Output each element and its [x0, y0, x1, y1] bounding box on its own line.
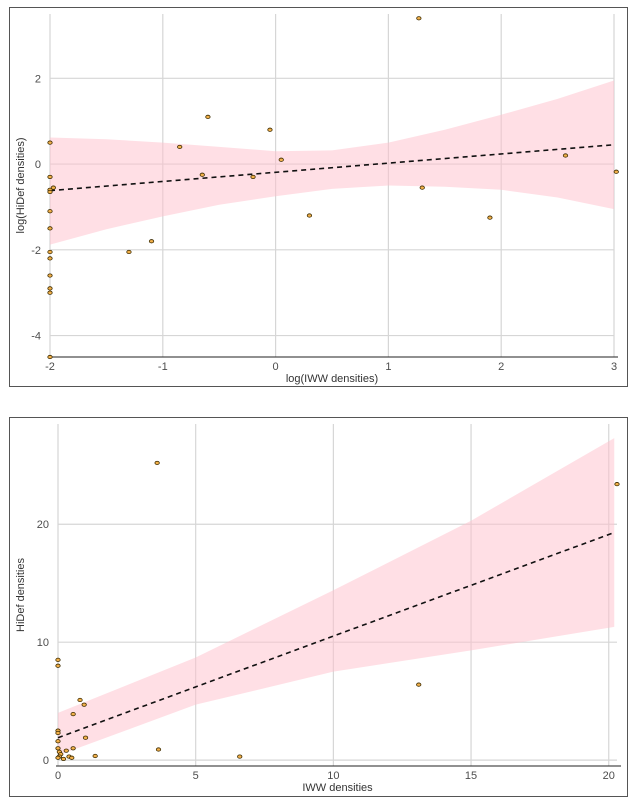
data-point	[47, 354, 53, 360]
data-point	[47, 189, 53, 195]
y-tick-label: 20	[37, 519, 49, 531]
data-point	[148, 239, 155, 244]
data-point	[205, 114, 211, 120]
y-tick-label: 0	[35, 159, 41, 171]
data-point	[250, 174, 256, 180]
x-axis-label: IWW densities	[302, 782, 373, 794]
data-point	[55, 657, 61, 662]
data-point	[199, 172, 205, 177]
x-tick-label: 10	[327, 770, 339, 782]
data-point	[177, 144, 183, 150]
x-tick-label: 0	[273, 361, 279, 373]
x-tick-label: 1	[385, 361, 391, 373]
data-point	[487, 215, 493, 220]
data-point	[278, 157, 284, 162]
data-point	[55, 730, 61, 736]
data-point	[614, 482, 620, 487]
data-point	[47, 256, 53, 261]
data-point	[70, 746, 76, 751]
confidence-band	[50, 80, 614, 245]
x-axis-label: log(IWW densities)	[286, 373, 378, 385]
data-point	[47, 249, 53, 255]
data-point	[613, 169, 619, 174]
data-point	[55, 746, 61, 751]
data-point	[237, 754, 243, 759]
data-point	[562, 153, 569, 158]
data-point	[50, 185, 56, 190]
data-point	[47, 209, 53, 214]
x-tick-label: -1	[158, 361, 168, 373]
data-point	[47, 290, 53, 295]
data-point	[47, 174, 53, 180]
x-tick-label: 2	[498, 361, 504, 373]
data-point	[69, 755, 75, 760]
data-point	[419, 185, 425, 190]
data-point	[416, 682, 422, 687]
y-tick-label: -2	[31, 245, 41, 257]
data-point	[47, 273, 53, 278]
data-point	[267, 127, 273, 132]
data-point	[82, 735, 89, 740]
x-tick-label: 5	[193, 770, 199, 782]
x-tick-label: 3	[611, 361, 617, 373]
data-point	[47, 140, 53, 145]
regression-line	[49, 143, 615, 192]
data-point	[81, 702, 87, 707]
data-point	[47, 226, 53, 231]
data-point	[154, 460, 160, 466]
y-tick-label: 10	[37, 637, 49, 649]
data-point	[155, 747, 162, 752]
top-chart-panel: -2 -1 0 1 2 3 -4 -2 0 2 log(IWW densities) log(HiDe…	[9, 7, 628, 387]
data-point	[416, 16, 422, 21]
data-point	[47, 286, 53, 291]
y-axis-label: HiDef densities	[15, 558, 27, 632]
log-scatter-chart: -2 -1 0 1 2 3 -4 -2 0 2 log(IWW densities) log(HiDe…	[15, 14, 619, 385]
data-point	[70, 712, 76, 717]
y-tick-label: -4	[31, 331, 41, 343]
data-point	[55, 755, 61, 760]
x-tick-label: -2	[45, 361, 55, 373]
data-point	[55, 739, 61, 744]
data-point	[77, 697, 83, 703]
data-point	[126, 249, 132, 255]
data-point	[306, 213, 313, 218]
x-tick-label: 15	[465, 770, 477, 782]
y-tick-label: 2	[35, 73, 41, 85]
data-point	[55, 663, 61, 668]
data-point	[63, 748, 69, 753]
data-point	[60, 756, 67, 762]
x-tick-label: 0	[55, 770, 61, 782]
x-tick-label: 20	[603, 770, 615, 782]
linear-scatter-chart: 0 5 10 15 20 0 10 20 IWW densities HiDef densitie…	[15, 424, 621, 794]
y-tick-label: 0	[43, 755, 49, 767]
y-axis-label: log(HiDef densities)	[15, 138, 27, 234]
bottom-chart-panel: 0 5 10 15 20 0 10 20 IWW densities HiDef densitie…	[9, 417, 628, 797]
data-point	[92, 753, 98, 759]
confidence-band	[58, 438, 615, 756]
